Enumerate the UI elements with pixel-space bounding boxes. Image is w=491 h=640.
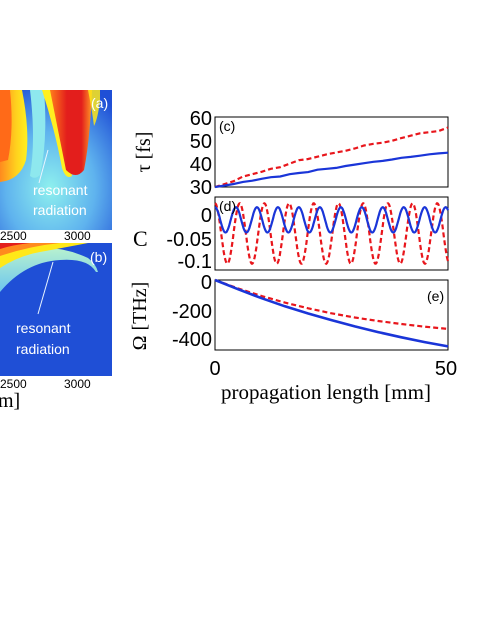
heatmap-b-orange-region: [0, 243, 60, 256]
heatmap-b-annotation-line1: resonant: [16, 320, 71, 336]
panel-e-xtick-0: 0: [209, 358, 220, 380]
heatmap-b-annotation-pointer: [37, 261, 54, 315]
heatmap-a-cyan-streak: [30, 90, 46, 178]
panel-e-xtick-50: 50: [435, 358, 457, 380]
panel-c-solid-series-line: [214, 151, 449, 189]
heatmap-b-arc: [0, 247, 98, 292]
panel-c-frame: [214, 116, 449, 188]
heatmap-b-red-region: [0, 243, 30, 249]
heatmap-axis-label-fragment: m]: [0, 390, 20, 412]
panel-d-solid-series-line: [214, 206, 449, 234]
panel-e: (e) 0 -200 -400 Ω [THz] 0 50: [129, 272, 457, 380]
heatmap-a-tick-label-3000: 3000: [64, 229, 91, 243]
panel-e-ytick-0: 0: [201, 272, 212, 294]
panel-d-ytick-minus-0-1: -0.1: [178, 251, 212, 273]
panel-d-ytick-minus-0-05: -0.05: [166, 229, 212, 251]
heatmap-a-annotation-pointer: [38, 149, 49, 184]
panel-e-dashed-series-line: [214, 278, 449, 330]
shared-xlabel: propagation length [mm]: [221, 380, 431, 404]
heatmap-b-tick-label-2500: 2500: [0, 377, 27, 391]
panel-d-tag: (d): [219, 198, 236, 214]
panel-c-ytick-40: 40: [190, 154, 212, 176]
heatmap-a-hot-region: [50, 90, 92, 175]
panel-c-ytick-30: 30: [190, 177, 212, 199]
heatmap-a-right-yellow: [88, 90, 100, 126]
panel-c: (c) 60 50 40 30 τ [fs]: [133, 108, 449, 199]
heatmap-a-tag: (a): [91, 95, 108, 111]
heatmap-a-left-edge: [0, 90, 12, 162]
panel-d-frame: [214, 196, 449, 271]
panel-d: (d) 0 -0.05 -0.1 C: [133, 196, 450, 273]
heatmap-b-annotation-line2: radiation: [16, 341, 70, 357]
panel-e-ytick-minus-400: -400: [172, 329, 212, 351]
heatmap-b-tag: (b): [90, 249, 107, 265]
heatmap-b-tick-label-3000: 3000: [64, 377, 91, 391]
panel-c-dashed-series-line: [214, 126, 449, 189]
panel-d-ylabel: C: [133, 226, 148, 251]
panel-c-ytick-60: 60: [190, 108, 212, 130]
panel-d-ytick-0: 0: [201, 205, 212, 227]
panel-e-ytick-minus-200: -200: [172, 301, 212, 323]
heatmap-panel-a: (a) resonant radiation: [0, 90, 112, 230]
panel-c-ytick-50: 50: [190, 131, 212, 153]
panel-e-ylabel: Ω [THz]: [129, 282, 151, 351]
panel-c-tag: (c): [219, 118, 235, 134]
heatmap-a-annotation-line1: resonant: [33, 182, 88, 198]
heatmap-a-tick-label-2500: 2500: [0, 229, 27, 243]
heatmap-a-annotation-line2: radiation: [33, 202, 87, 218]
panel-d-dashed-series-line: [214, 201, 450, 266]
panel-e-frame: [214, 279, 449, 351]
panel-e-tag: (e): [427, 288, 444, 304]
heatmap-panel-b: (b) resonant radiation: [0, 243, 112, 376]
panel-e-solid-series-line: [214, 278, 449, 348]
panel-c-ylabel: τ [fs]: [133, 132, 155, 173]
